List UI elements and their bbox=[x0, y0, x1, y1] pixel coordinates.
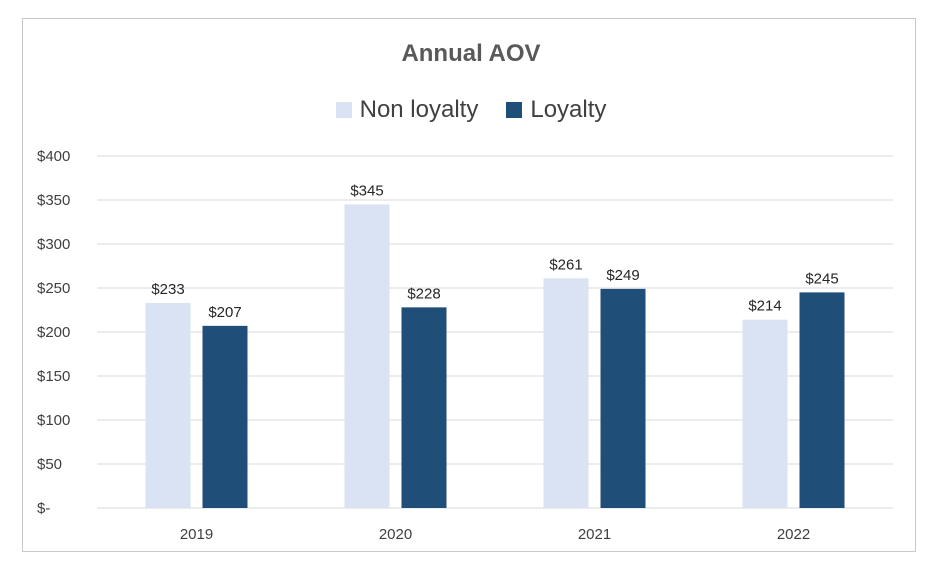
y-tick-label: $200 bbox=[37, 324, 70, 341]
data-label: $345 bbox=[350, 182, 383, 199]
x-tick-label: 2019 bbox=[180, 526, 213, 543]
y-tick-label: $300 bbox=[37, 236, 70, 253]
data-label: $228 bbox=[407, 285, 440, 302]
data-label: $261 bbox=[549, 256, 582, 273]
bar bbox=[401, 307, 447, 508]
legend-label-loyalty: Loyalty bbox=[530, 96, 607, 123]
x-tick-label: 2022 bbox=[777, 526, 810, 543]
y-tick-label: $- bbox=[37, 500, 50, 517]
chart-title: Annual AOV bbox=[401, 40, 541, 67]
y-tick-label: $400 bbox=[37, 148, 70, 165]
data-label: $249 bbox=[606, 267, 639, 284]
bar bbox=[543, 278, 589, 508]
y-tick-label: $350 bbox=[37, 192, 70, 209]
y-tick-label: $250 bbox=[37, 280, 70, 297]
data-label: $214 bbox=[748, 298, 781, 315]
legend: Non loyalty Loyalty bbox=[0, 96, 942, 124]
legend-swatch-non-loyalty bbox=[335, 102, 352, 118]
legend-label-non-loyalty: Non loyalty bbox=[359, 96, 479, 123]
data-label: $207 bbox=[208, 304, 241, 321]
legend-swatch-loyalty bbox=[506, 102, 523, 118]
legend-entry-loyalty: Loyalty bbox=[506, 96, 606, 124]
y-tick-label: $50 bbox=[37, 456, 62, 473]
bar bbox=[202, 325, 248, 508]
y-tick-label: $100 bbox=[37, 412, 70, 429]
legend-entry-non-loyalty: Non loyalty bbox=[335, 96, 479, 124]
bar bbox=[344, 204, 390, 508]
data-label: $245 bbox=[805, 270, 838, 287]
bar bbox=[145, 302, 191, 508]
x-tick-label: 2021 bbox=[578, 526, 611, 543]
bar bbox=[742, 319, 788, 508]
bar bbox=[600, 288, 646, 508]
x-tick-label: 2020 bbox=[379, 526, 412, 543]
data-label: $233 bbox=[151, 281, 184, 298]
bar bbox=[799, 292, 845, 508]
y-tick-label: $150 bbox=[37, 368, 70, 385]
